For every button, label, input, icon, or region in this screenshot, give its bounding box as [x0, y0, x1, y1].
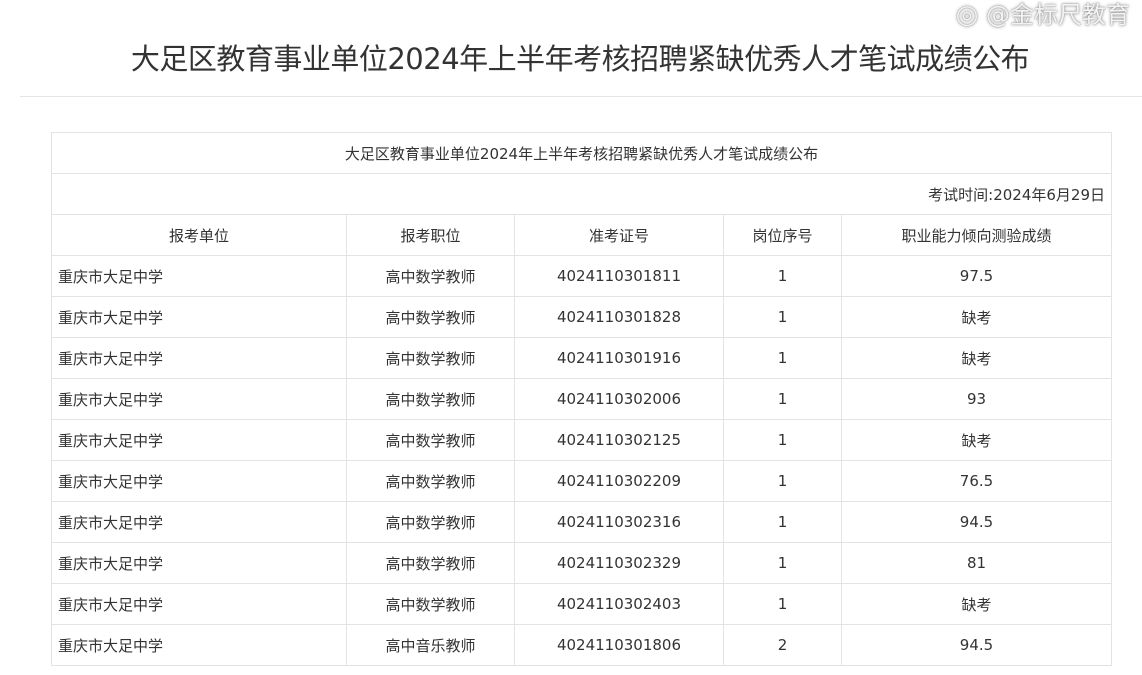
header-position: 报考职位 — [346, 214, 515, 256]
cell-position: 高中数学教师 — [346, 419, 515, 461]
weibo-icon: ◎ — [955, 0, 979, 30]
cell-post-no: 1 — [723, 460, 842, 502]
cell-ticket: 4024110302006 — [514, 378, 724, 420]
cell-post-no: 1 — [723, 378, 842, 420]
cell-unit: 重庆市大足中学 — [51, 337, 347, 379]
cell-ticket: 4024110301828 — [514, 296, 724, 338]
cell-ticket: 4024110302329 — [514, 542, 724, 584]
exam-time: 考试时间:2024年6月29日 — [50, 173, 1113, 215]
cell-position: 高中数学教师 — [346, 255, 515, 297]
table-caption: 大足区教育事业单位2024年上半年考核招聘紧缺优秀人才笔试成绩公布 — [50, 132, 1113, 174]
cell-position: 高中数学教师 — [346, 542, 515, 584]
cell-post-no: 2 — [723, 624, 842, 666]
caption-row: 大足区教育事业单位2024年上半年考核招聘紧缺优秀人才笔试成绩公布 — [50, 132, 1113, 174]
cell-score: 81 — [840, 542, 1113, 584]
cell-unit: 重庆市大足中学 — [51, 296, 347, 338]
table-row: 重庆市大足中学 高中数学教师 4024110302209 1 76.5 — [51, 460, 1113, 502]
cell-ticket: 4024110302209 — [514, 460, 724, 502]
cell-unit: 重庆市大足中学 — [51, 419, 347, 461]
cell-ticket: 4024110301811 — [514, 255, 724, 297]
cell-ticket: 4024110301806 — [514, 624, 724, 666]
cell-position: 高中数学教师 — [346, 337, 515, 379]
header-ticket: 准考证号 — [514, 214, 724, 256]
cell-unit: 重庆市大足中学 — [51, 378, 347, 420]
cell-post-no: 1 — [723, 255, 842, 297]
cell-score: 97.5 — [840, 255, 1113, 297]
cell-ticket: 4024110302125 — [514, 419, 724, 461]
cell-position: 高中音乐教师 — [346, 624, 515, 666]
cell-post-no: 1 — [723, 296, 842, 338]
cell-ticket: 4024110302316 — [514, 501, 724, 543]
cell-unit: 重庆市大足中学 — [51, 624, 347, 666]
table-row: 重庆市大足中学 高中音乐教师 4024110301806 2 94.5 — [51, 624, 1113, 666]
table-row: 重庆市大足中学 高中数学教师 4024110302125 1 缺考 — [51, 419, 1113, 461]
scores-table: 大足区教育事业单位2024年上半年考核招聘紧缺优秀人才笔试成绩公布 考试时间:2… — [50, 132, 1113, 666]
cell-position: 高中数学教师 — [346, 583, 515, 625]
cell-score: 缺考 — [840, 419, 1113, 461]
table-row: 重庆市大足中学 高中数学教师 4024110301811 1 97.5 — [51, 255, 1113, 297]
header-score: 职业能力倾向测验成绩 — [840, 214, 1113, 256]
cell-score: 76.5 — [840, 460, 1113, 502]
cell-position: 高中数学教师 — [346, 378, 515, 420]
header-post-no: 岗位序号 — [723, 214, 842, 256]
cell-position: 高中数学教师 — [346, 460, 515, 502]
cell-unit: 重庆市大足中学 — [51, 255, 347, 297]
cell-position: 高中数学教师 — [346, 296, 515, 338]
table-row: 重庆市大足中学 高中数学教师 4024110301916 1 缺考 — [51, 337, 1113, 379]
table-row: 重庆市大足中学 高中数学教师 4024110302316 1 94.5 — [51, 501, 1113, 543]
cell-score: 缺考 — [840, 296, 1113, 338]
cell-post-no: 1 — [723, 501, 842, 543]
table-row: 重庆市大足中学 高中数学教师 4024110302403 1 缺考 — [51, 583, 1113, 625]
cell-post-no: 1 — [723, 337, 842, 379]
cell-score: 缺考 — [840, 337, 1113, 379]
cell-unit: 重庆市大足中学 — [51, 501, 347, 543]
exam-time-row: 考试时间:2024年6月29日 — [50, 173, 1113, 215]
cell-post-no: 1 — [723, 583, 842, 625]
table-row: 重庆市大足中学 高中数学教师 4024110302329 1 81 — [51, 542, 1113, 584]
cell-unit: 重庆市大足中学 — [51, 460, 347, 502]
header-row: 报考单位 报考职位 准考证号 岗位序号 职业能力倾向测验成绩 — [51, 214, 1113, 256]
table-row: 重庆市大足中学 高中数学教师 4024110302006 1 93 — [51, 378, 1113, 420]
divider — [20, 96, 1142, 97]
table-row: 重庆市大足中学 高中数学教师 4024110301828 1 缺考 — [51, 296, 1113, 338]
cell-unit: 重庆市大足中学 — [51, 542, 347, 584]
cell-score: 93 — [840, 378, 1113, 420]
cell-position: 高中数学教师 — [346, 501, 515, 543]
cell-score: 94.5 — [840, 501, 1113, 543]
cell-score: 缺考 — [840, 583, 1113, 625]
cell-post-no: 1 — [723, 542, 842, 584]
header-unit: 报考单位 — [51, 214, 347, 256]
watermark: ◎ @金标尺教育 — [955, 0, 1130, 30]
cell-ticket: 4024110301916 — [514, 337, 724, 379]
cell-score: 94.5 — [840, 624, 1113, 666]
cell-ticket: 4024110302403 — [514, 583, 724, 625]
cell-unit: 重庆市大足中学 — [51, 583, 347, 625]
page-title: 大足区教育事业单位2024年上半年考核招聘紧缺优秀人才笔试成绩公布 — [130, 42, 1030, 76]
cell-post-no: 1 — [723, 419, 842, 461]
